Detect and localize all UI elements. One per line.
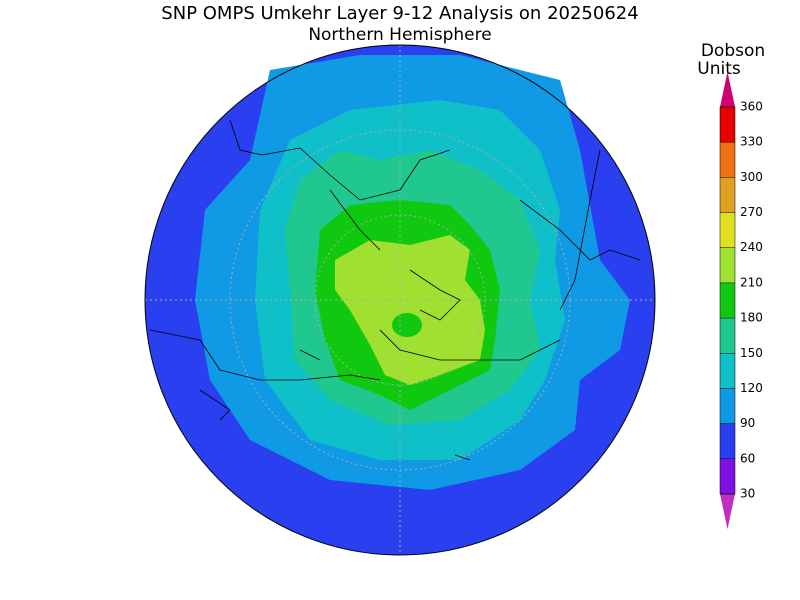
colorbar-tick-label: 150 <box>740 346 763 360</box>
colorbar-tick-label: 30 <box>740 487 755 501</box>
colorbar-band <box>720 282 735 319</box>
colorbar-tick-label: 270 <box>740 205 763 219</box>
colorbar-band <box>720 107 735 143</box>
ozone-region <box>335 235 485 385</box>
colorbar-band <box>720 142 735 178</box>
colorbar-title: Dobson <box>701 41 765 61</box>
colorbar-tick-label: 240 <box>740 240 763 254</box>
coastline <box>149 119 641 461</box>
colorbar-tick-label: 360 <box>740 100 763 114</box>
colorbar-tick-label: 210 <box>740 275 763 289</box>
colorbar-title: Units <box>697 59 741 79</box>
colorbar-tick-label: 330 <box>740 135 763 149</box>
graticule <box>145 45 655 555</box>
title: SNP OMPS Umkehr Layer 9-12 Analysis on 2… <box>161 3 638 24</box>
colorbar-band <box>720 247 735 283</box>
subtitle: Northern Hemisphere <box>308 25 491 45</box>
colorbar-band <box>720 353 735 389</box>
colorbar-band <box>720 177 735 213</box>
colorbar-tick-label: 300 <box>740 170 763 184</box>
map-border <box>144 44 656 556</box>
colorbar-extend <box>720 71 735 107</box>
colorbar-band <box>720 388 735 424</box>
map <box>144 44 656 556</box>
colorbar-tick-label: 120 <box>740 381 763 395</box>
colorbar-tick-label: 60 <box>740 451 755 465</box>
colorbar-band <box>720 212 735 248</box>
colorbar-tick-label: 180 <box>740 311 763 325</box>
colorbar-band <box>720 458 735 494</box>
colorbar-outline <box>719 106 736 495</box>
colorbar-band <box>720 318 735 354</box>
ozone-region <box>392 313 422 337</box>
colorbar-extend <box>720 494 735 530</box>
colorbar: 30 60 90 120 150 180 210 240 270 300 330 360 <box>719 71 763 530</box>
colorbar-band <box>720 423 735 459</box>
colorbar-tick-label: 90 <box>740 416 755 430</box>
